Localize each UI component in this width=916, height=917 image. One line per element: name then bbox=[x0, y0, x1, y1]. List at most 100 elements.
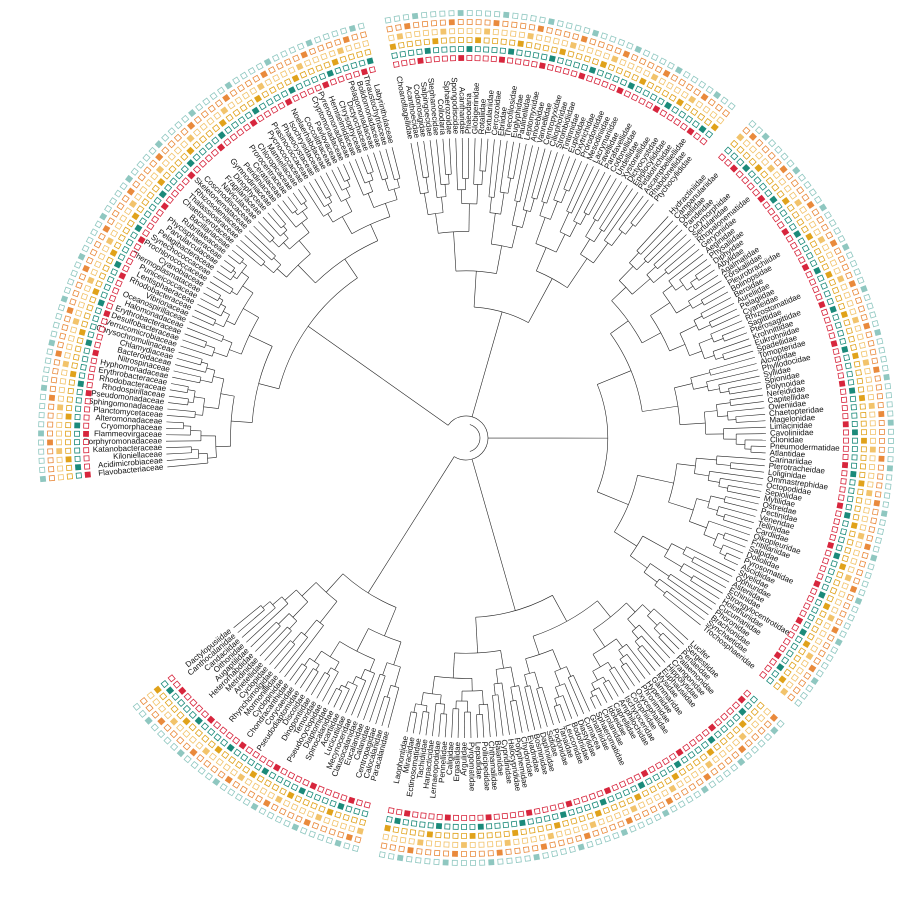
leaf-branch bbox=[423, 140, 430, 178]
leaf-label: Lepadidae bbox=[473, 742, 483, 780]
trait-square bbox=[744, 726, 754, 735]
trait-square bbox=[762, 201, 771, 210]
trait-square bbox=[118, 272, 127, 280]
trait-square bbox=[806, 594, 815, 603]
trait-square bbox=[833, 267, 841, 275]
trait-square bbox=[326, 69, 334, 78]
trait-square bbox=[813, 656, 822, 665]
trait-square bbox=[70, 269, 78, 278]
internal-branch bbox=[552, 649, 561, 670]
trait-square bbox=[325, 41, 333, 49]
internal-branch bbox=[283, 242, 290, 250]
trait-square bbox=[555, 830, 563, 838]
internal-branch bbox=[654, 585, 666, 594]
trait-square bbox=[810, 606, 819, 614]
internal-branch bbox=[716, 514, 725, 518]
trait-square bbox=[440, 37, 447, 44]
trait-square bbox=[531, 844, 539, 852]
leaf-branch bbox=[573, 169, 600, 222]
clade-arc bbox=[619, 654, 628, 660]
trait-square bbox=[514, 58, 522, 65]
trait-square bbox=[642, 49, 651, 58]
trait-square bbox=[800, 659, 809, 668]
trait-square bbox=[707, 98, 716, 107]
trait-square bbox=[661, 89, 670, 98]
trait-square bbox=[854, 324, 862, 333]
trait-square bbox=[833, 226, 842, 235]
trait-square bbox=[139, 185, 148, 194]
internal-branch bbox=[206, 367, 215, 371]
trait-square bbox=[256, 774, 265, 783]
trait-square bbox=[640, 769, 649, 778]
trait-square bbox=[695, 778, 704, 787]
leaf-branch bbox=[662, 632, 680, 650]
trait-square bbox=[136, 205, 145, 214]
trait-square bbox=[685, 795, 694, 804]
trait-square bbox=[77, 252, 86, 261]
trait-square bbox=[321, 796, 329, 805]
trait-square bbox=[698, 80, 707, 89]
trait-square bbox=[275, 62, 284, 70]
trait-square bbox=[809, 259, 818, 268]
clade-arc bbox=[295, 218, 308, 228]
trait-square bbox=[537, 825, 544, 833]
internal-branch bbox=[431, 676, 435, 694]
leaf-label: Collodaria bbox=[436, 99, 448, 136]
internal-branch bbox=[441, 197, 444, 213]
trait-square bbox=[817, 235, 826, 244]
trait-square bbox=[309, 782, 318, 790]
trait-square bbox=[55, 350, 63, 358]
trait-square bbox=[818, 300, 826, 309]
trait-square bbox=[781, 656, 790, 665]
trait-square bbox=[56, 413, 63, 420]
clade-arc bbox=[382, 177, 388, 181]
trait-square bbox=[695, 100, 704, 109]
trait-square bbox=[345, 805, 353, 813]
trait-square bbox=[43, 366, 50, 374]
trait-square bbox=[512, 12, 519, 20]
clade-arc bbox=[689, 498, 697, 522]
clade-arc bbox=[436, 703, 445, 705]
trait-square bbox=[89, 323, 97, 331]
trait-square bbox=[844, 546, 852, 554]
leaf-branch bbox=[406, 711, 412, 733]
trait-square bbox=[540, 53, 548, 61]
trait-square bbox=[78, 372, 86, 379]
trait-square bbox=[288, 46, 297, 54]
trait-square bbox=[830, 646, 839, 655]
internal-branch bbox=[220, 303, 226, 308]
trait-square bbox=[826, 541, 835, 549]
trait-square bbox=[776, 719, 785, 728]
trait-square bbox=[71, 362, 79, 370]
trait-square bbox=[132, 702, 141, 711]
trait-square bbox=[417, 839, 424, 846]
trait-square bbox=[797, 173, 806, 182]
trait-square bbox=[74, 455, 81, 462]
trait-square bbox=[76, 337, 84, 345]
leaf-branch bbox=[244, 235, 272, 261]
trait-square bbox=[176, 723, 185, 732]
trait-square bbox=[506, 857, 513, 864]
trait-square bbox=[837, 372, 845, 379]
trait-square bbox=[653, 813, 662, 822]
trait-square bbox=[74, 430, 80, 437]
leaf-branch bbox=[598, 687, 608, 703]
trait-square bbox=[334, 66, 342, 75]
internal-branch bbox=[482, 690, 484, 705]
trait-square bbox=[339, 822, 348, 830]
trait-square bbox=[801, 193, 810, 202]
internal-branch bbox=[632, 278, 651, 295]
trait-square bbox=[843, 429, 849, 436]
clade-stem bbox=[471, 380, 483, 417]
clade-arc bbox=[278, 277, 358, 389]
trait-square bbox=[105, 237, 114, 245]
trait-square bbox=[212, 124, 221, 133]
trait-square bbox=[198, 159, 207, 168]
trait-square bbox=[157, 177, 166, 187]
trait-square bbox=[874, 491, 882, 498]
trait-square bbox=[803, 213, 812, 222]
trait-square bbox=[218, 118, 227, 128]
trait-square bbox=[879, 437, 885, 444]
trait-square bbox=[49, 385, 57, 393]
trait-square bbox=[209, 92, 218, 101]
